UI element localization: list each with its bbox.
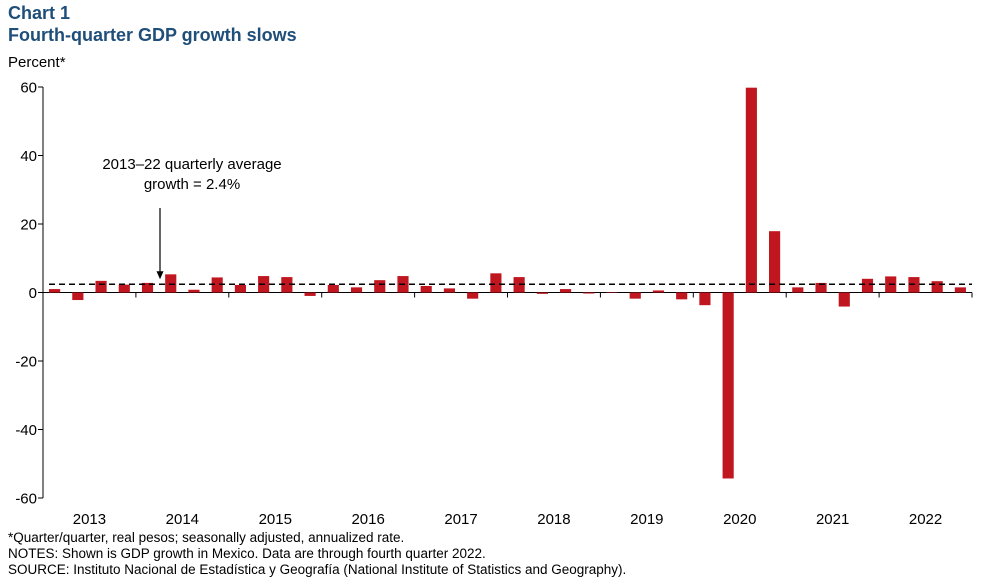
footnotes: *Quarter/quarter, real pesos; seasonally… xyxy=(8,530,626,578)
bar xyxy=(861,278,874,293)
bar xyxy=(536,292,548,294)
bar xyxy=(141,282,154,293)
y-tick-label: -20 xyxy=(15,354,37,371)
x-tick-label: 2016 xyxy=(351,511,384,528)
y-tick-label: -60 xyxy=(15,491,37,508)
bar xyxy=(745,87,757,293)
footnote-source: SOURCE: Instituto Nacional de Estadístic… xyxy=(8,562,627,577)
bar xyxy=(652,290,665,293)
chart-label: Chart 1 xyxy=(8,3,71,23)
x-tick-label: 2019 xyxy=(630,511,663,528)
bar xyxy=(931,281,943,293)
bar xyxy=(629,292,641,299)
bar xyxy=(211,277,223,293)
x-tick-label: 2020 xyxy=(723,511,756,528)
bar xyxy=(234,284,246,293)
bar xyxy=(583,292,595,294)
bar xyxy=(769,231,781,293)
bar xyxy=(699,292,711,306)
bar xyxy=(490,273,502,293)
footnote-star: *Quarter/quarter, real pesos; seasonally… xyxy=(8,530,405,545)
bar-series xyxy=(49,87,966,479)
x-tick-label: 2013 xyxy=(73,511,106,528)
bar xyxy=(188,289,200,293)
bar xyxy=(467,292,479,299)
average-annotation: 2013–22 quarterly average growth = 2.4% xyxy=(49,156,972,286)
x-axis: 2013 2014 2015 2016 2017 2018 2019 2020 2021 2022 xyxy=(42,292,973,528)
bar xyxy=(304,292,316,296)
annotation-line: 2013–22 quarterly average xyxy=(102,156,281,173)
bar xyxy=(118,284,130,293)
x-tick-label: 2017 xyxy=(444,511,477,528)
x-tick-label: 2021 xyxy=(816,511,849,528)
x-tick-label: 2015 xyxy=(259,511,292,528)
y-tick-label: 60 xyxy=(20,80,37,97)
bar xyxy=(815,282,827,293)
bar xyxy=(165,274,177,293)
bar xyxy=(792,287,804,293)
bar xyxy=(327,284,339,293)
bar xyxy=(281,277,293,293)
x-tick-label: 2014 xyxy=(166,511,199,528)
bar xyxy=(72,292,84,301)
y-axis: -60 -40 -20 0 20 40 60 xyxy=(15,80,44,508)
x-tick-label: 2022 xyxy=(909,511,942,528)
bar xyxy=(838,292,850,307)
y-axis-unit-label: Percent* xyxy=(8,54,66,71)
bar xyxy=(350,287,363,293)
chart-title: Fourth-quarter GDP growth slows xyxy=(8,25,297,45)
y-tick-label: 20 xyxy=(20,217,37,234)
bar xyxy=(95,280,107,293)
y-tick-label: 0 xyxy=(29,285,37,302)
footnote-notes: NOTES: Shown is GDP growth in Mexico. Da… xyxy=(8,546,486,561)
bar xyxy=(49,289,61,293)
annotation-line: growth = 2.4% xyxy=(144,176,240,193)
bar xyxy=(559,289,572,293)
bar xyxy=(954,287,966,293)
bar xyxy=(420,285,432,293)
bar xyxy=(676,292,688,300)
y-tick-label: -40 xyxy=(15,422,37,439)
annotation-arrow-head xyxy=(156,271,164,280)
bar xyxy=(722,292,734,479)
bar xyxy=(374,280,386,293)
y-tick-label: 40 xyxy=(20,148,37,165)
x-tick-label: 2018 xyxy=(537,511,570,528)
bar xyxy=(606,292,618,293)
bar xyxy=(443,288,456,293)
